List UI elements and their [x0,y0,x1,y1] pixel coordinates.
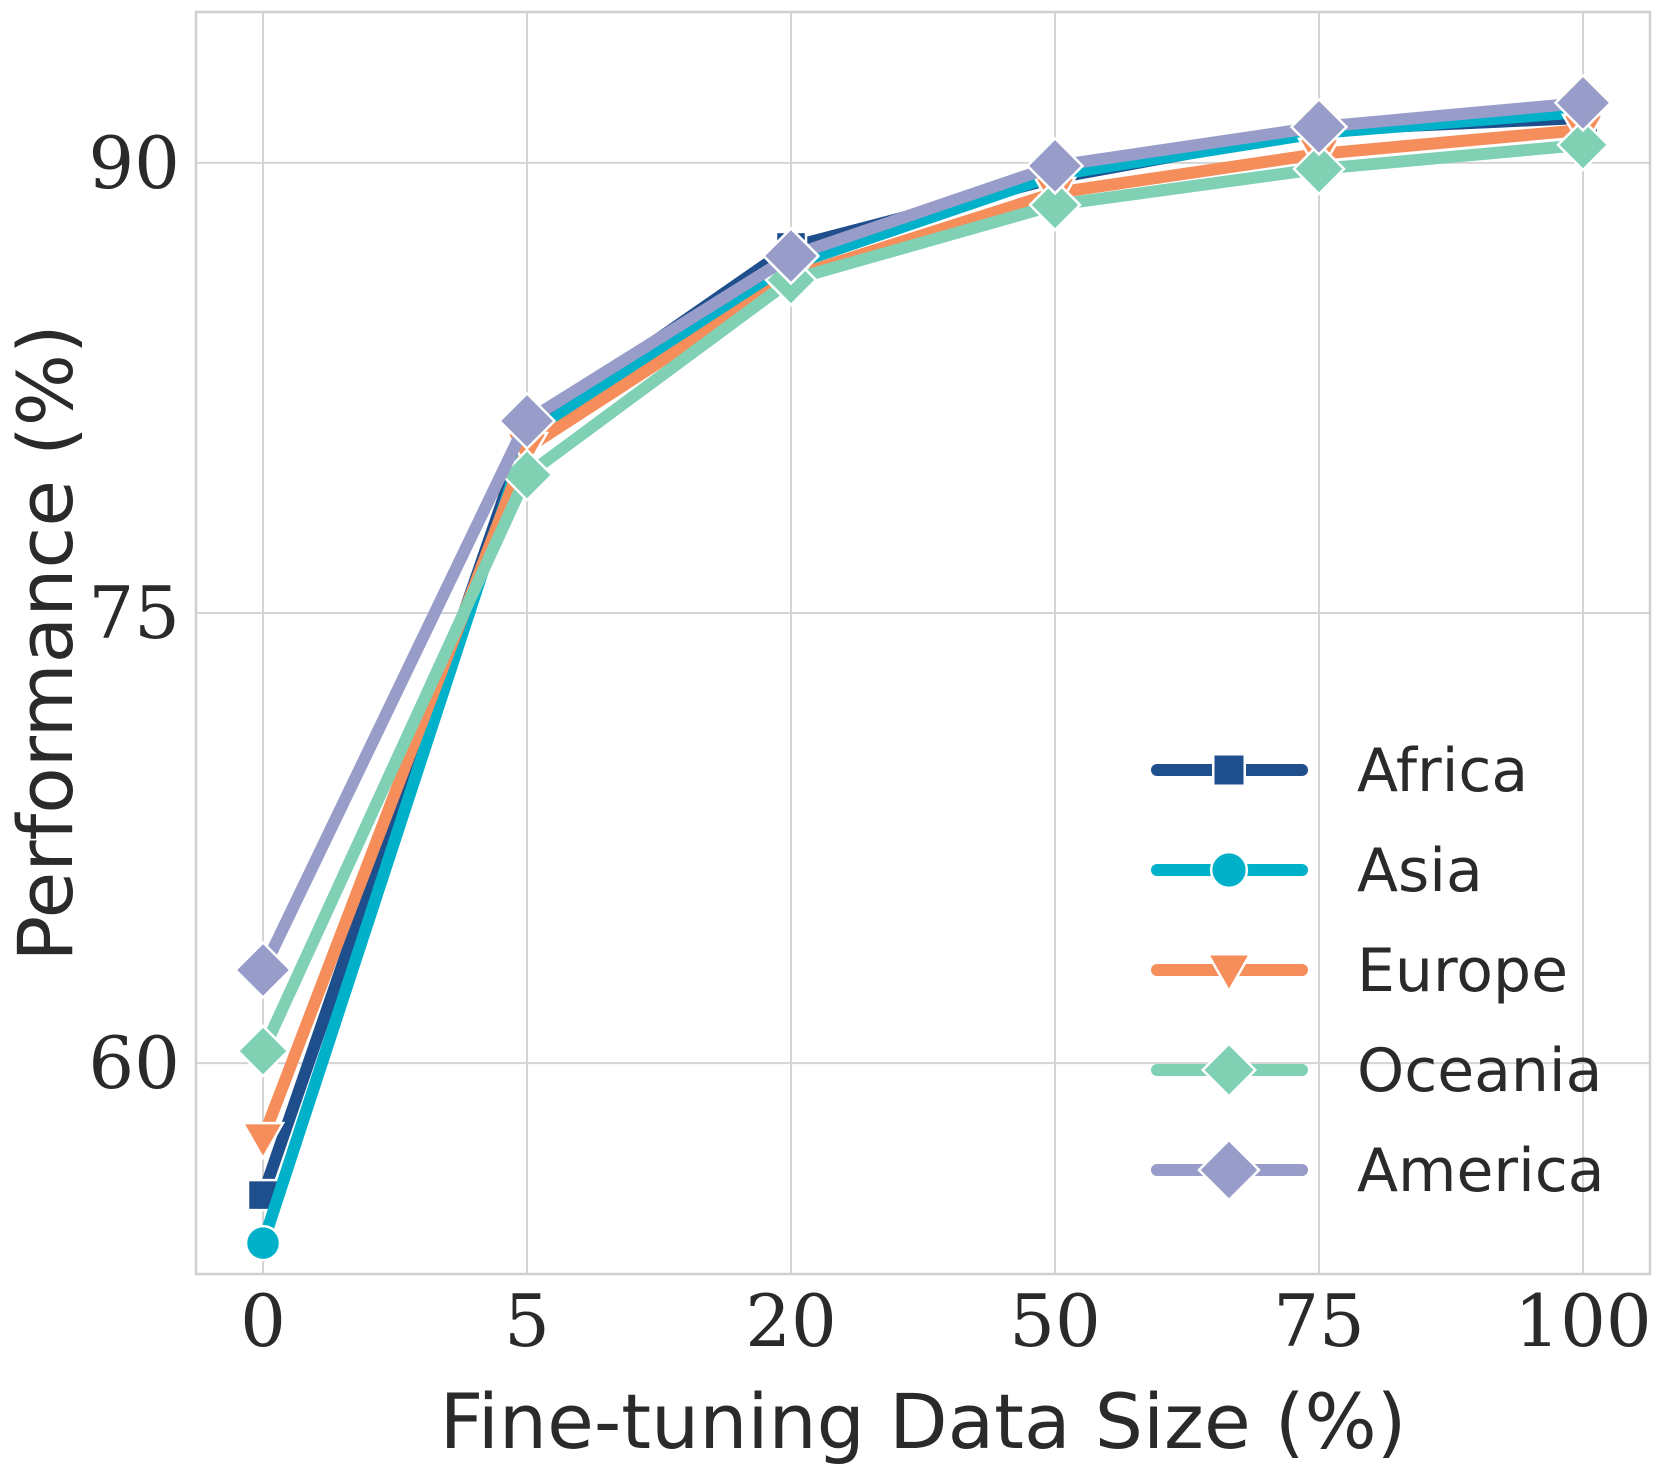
data-point [1200,1041,1258,1099]
series-line [257,96,1589,977]
data-point [1028,178,1082,232]
x-axis-label: Fine-tuning Data Size (%) [440,1377,1407,1466]
legend: Africa Asia Europe Oceania America [1151,736,1605,1206]
data-point [1292,142,1346,196]
series-layer [233,73,1613,1262]
legend-label: Asia [1357,836,1483,906]
data-point [233,940,293,1000]
x-tick-label: 20 [745,1279,837,1363]
x-tick-label: 100 [1514,1279,1651,1363]
y-tick-label: 60 [88,1021,180,1105]
y-tick-labels: 60 75 90 [88,121,180,1105]
x-tick-label: 0 [240,1279,286,1363]
data-point [1556,118,1610,172]
legend-label: America [1357,1136,1605,1206]
y-tick-label: 90 [88,121,180,205]
data-point [236,1024,290,1078]
series-america [233,73,1613,1000]
x-tick-label: 50 [1009,1279,1101,1363]
data-point [1197,1138,1261,1202]
y-axis-label: Performance (%) [1,324,90,961]
data-point [1212,753,1246,787]
x-tick-label: 5 [504,1279,550,1363]
data-point [240,1121,286,1161]
legend-label: Europe [1357,936,1568,1006]
plot-frame [194,10,1652,1276]
data-point [761,226,821,286]
data-point [1205,953,1253,994]
legend-item-europe: Europe [1151,936,1568,1006]
data-point [1289,97,1349,157]
series-line [257,138,1589,1058]
data-point [1553,73,1613,133]
y-tick-label: 75 [88,571,180,655]
data-point [1025,136,1085,196]
data-point [497,391,557,451]
x-tick-label: 75 [1273,1279,1365,1363]
series-oceania [236,118,1610,1078]
legend-label: Oceania [1357,1036,1602,1106]
legend-item-asia: Asia [1151,836,1483,906]
legend-label: Africa [1357,736,1528,806]
data-point [1209,850,1249,890]
legend-item-oceania: Oceania [1151,1036,1602,1106]
legend-item-america: America [1151,1136,1605,1206]
data-point [244,1224,282,1262]
x-tick-labels: 0 5 20 50 75 100 [240,1279,1652,1363]
legend-item-africa: Africa [1151,736,1528,806]
